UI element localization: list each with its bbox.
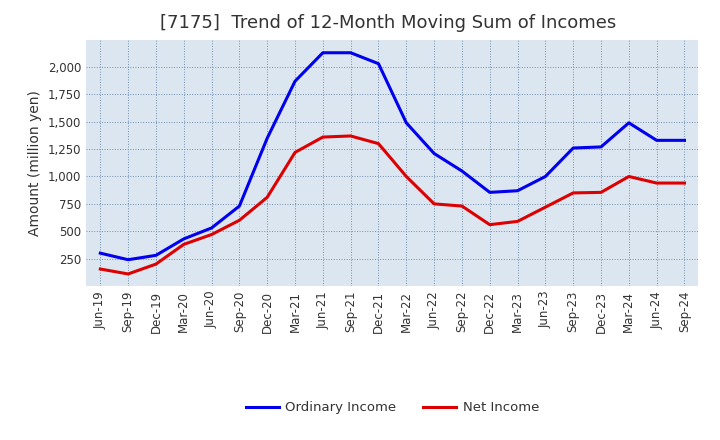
Ordinary Income: [652, 138, 661, 143]
Ordinary Income: [458, 169, 467, 174]
Ordinary Income: [374, 61, 383, 66]
Net Income: [263, 194, 271, 200]
Net Income: [513, 219, 522, 224]
Ordinary Income: [569, 145, 577, 150]
Ordinary Income: [430, 151, 438, 156]
Ordinary Income: [263, 136, 271, 141]
Net Income: [374, 141, 383, 146]
Ordinary Income: [680, 138, 689, 143]
Ordinary Income: [485, 190, 494, 195]
Ordinary Income: [179, 236, 188, 242]
Net Income: [430, 201, 438, 206]
Text: [7175]  Trend of 12-Month Moving Sum of Incomes: [7175] Trend of 12-Month Moving Sum of I…: [160, 15, 616, 33]
Net Income: [597, 190, 606, 195]
Ordinary Income: [624, 120, 633, 125]
Line: Net Income: Net Income: [100, 136, 685, 274]
Ordinary Income: [291, 79, 300, 84]
Net Income: [179, 242, 188, 247]
Net Income: [124, 271, 132, 277]
Ordinary Income: [318, 50, 327, 55]
Line: Ordinary Income: Ordinary Income: [100, 53, 685, 260]
Net Income: [346, 133, 355, 139]
Ordinary Income: [402, 120, 410, 125]
Ordinary Income: [597, 144, 606, 150]
Net Income: [680, 180, 689, 186]
Net Income: [569, 190, 577, 195]
Net Income: [318, 135, 327, 140]
Net Income: [152, 261, 161, 267]
Ordinary Income: [235, 203, 243, 209]
Ordinary Income: [96, 250, 104, 256]
Net Income: [458, 203, 467, 209]
Ordinary Income: [346, 50, 355, 55]
Net Income: [541, 205, 550, 210]
Ordinary Income: [152, 253, 161, 258]
Net Income: [96, 266, 104, 271]
Ordinary Income: [541, 174, 550, 179]
Legend: Ordinary Income, Net Income: Ordinary Income, Net Income: [240, 396, 544, 420]
Net Income: [485, 222, 494, 227]
Net Income: [291, 150, 300, 155]
Ordinary Income: [124, 257, 132, 262]
Net Income: [402, 174, 410, 179]
Ordinary Income: [513, 188, 522, 193]
Net Income: [207, 232, 216, 237]
Net Income: [652, 180, 661, 186]
Ordinary Income: [207, 225, 216, 231]
Net Income: [235, 218, 243, 223]
Net Income: [624, 174, 633, 179]
Y-axis label: Amount (million yen): Amount (million yen): [29, 90, 42, 236]
